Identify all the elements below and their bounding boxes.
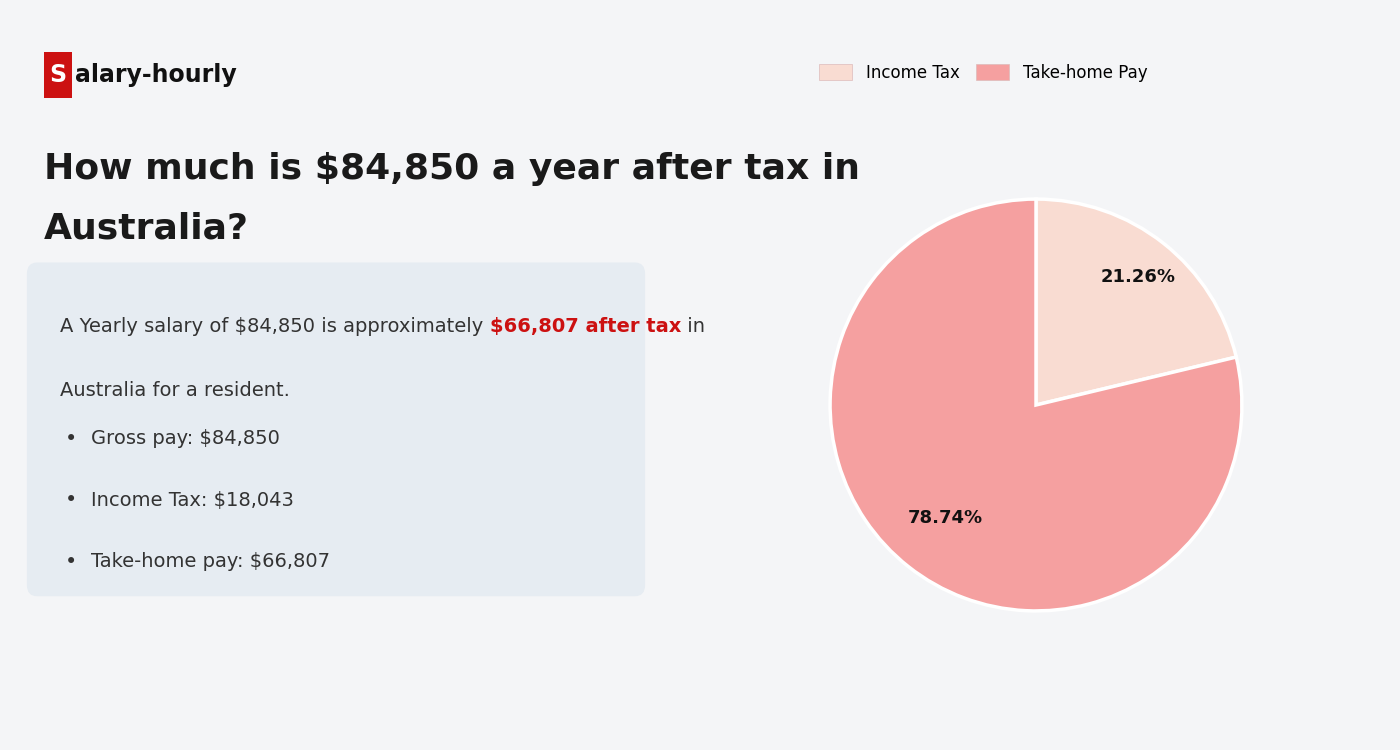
FancyBboxPatch shape	[43, 52, 71, 98]
Text: alary-hourly: alary-hourly	[76, 63, 237, 87]
Text: •: •	[64, 552, 77, 572]
Text: in: in	[682, 316, 706, 336]
Text: •: •	[64, 429, 77, 448]
Text: 21.26%: 21.26%	[1100, 268, 1176, 286]
Text: Australia?: Australia?	[43, 211, 249, 246]
Text: $66,807 after tax: $66,807 after tax	[490, 316, 682, 336]
FancyBboxPatch shape	[27, 262, 645, 596]
Text: •: •	[64, 490, 77, 510]
Text: A Yearly salary of $84,850 is approximately: A Yearly salary of $84,850 is approximat…	[60, 316, 490, 336]
Text: Australia for a resident.: Australia for a resident.	[60, 380, 290, 400]
Text: 78.74%: 78.74%	[907, 509, 983, 527]
Wedge shape	[830, 199, 1242, 611]
Text: Gross pay: $84,850: Gross pay: $84,850	[91, 429, 280, 448]
Text: S: S	[49, 63, 66, 87]
Text: Take-home pay: $66,807: Take-home pay: $66,807	[91, 552, 330, 572]
Legend: Income Tax, Take-home Pay: Income Tax, Take-home Pay	[812, 57, 1154, 88]
Text: How much is $84,850 a year after tax in: How much is $84,850 a year after tax in	[43, 152, 860, 186]
Wedge shape	[1036, 199, 1236, 405]
Text: Income Tax: $18,043: Income Tax: $18,043	[91, 490, 294, 510]
